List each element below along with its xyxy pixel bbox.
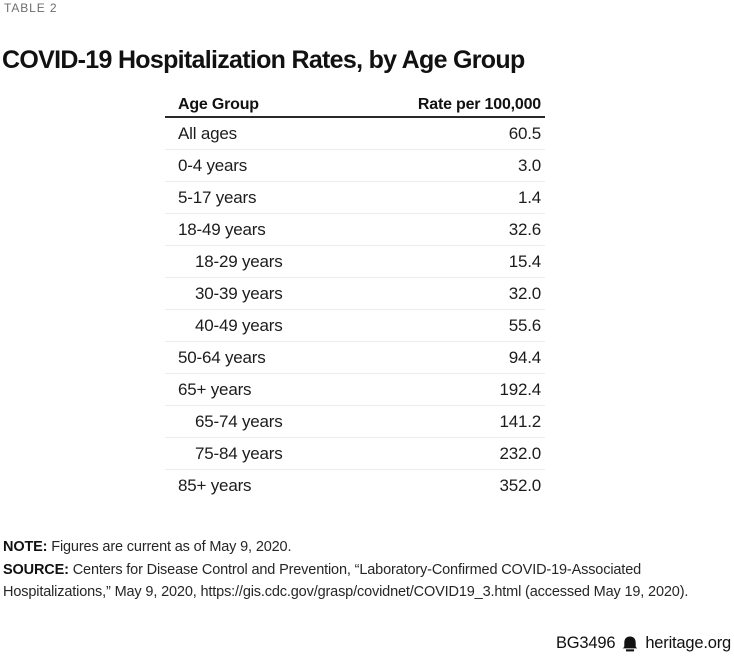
age-group-cell: 30-39 years (195, 283, 283, 303)
table-body: All ages 60.5 0-4 years 3.0 5-17 years 1.4 18-… (165, 118, 545, 501)
report-id: BG3496 (555, 634, 616, 652)
age-group-cell: 18-29 years (195, 251, 283, 271)
rate-cell: 32.0 (508, 283, 541, 303)
page-title: COVID-19 Hospitalization Rates, by Age G… (2, 45, 525, 74)
table-row: 65-74 years 141.2 (165, 406, 545, 438)
rate-cell: 32.6 (508, 219, 541, 239)
rate-cell: 15.4 (508, 251, 541, 271)
column-header-rate: Rate per 100,000 (417, 96, 541, 113)
age-group-cell: 18-49 years (178, 219, 266, 239)
rate-cell: 352.0 (499, 475, 541, 495)
note-label: NOTE: (3, 539, 48, 555)
age-group-cell: 5-17 years (178, 187, 257, 207)
age-group-cell: All ages (178, 123, 237, 143)
table-row: 85+ years 352.0 (165, 470, 545, 501)
source-text: Centers for Disease Control and Preventi… (3, 561, 689, 601)
note-text: Figures are current as of May 9, 2020. (47, 539, 292, 555)
hospitalization-rates-table: Age Group Rate per 100,000 All ages 60.5 0… (165, 88, 545, 501)
rate-cell: 232.0 (499, 443, 541, 463)
table-row: 75-84 years 232.0 (165, 438, 545, 470)
table-row: 0-4 years 3.0 (165, 150, 545, 182)
table-row: All ages 60.5 (165, 118, 545, 150)
site-name: heritage.org (645, 634, 731, 652)
rate-cell: 55.6 (508, 315, 541, 335)
rate-cell: 1.4 (517, 187, 541, 207)
liberty-bell-icon (621, 636, 639, 652)
rate-cell: 3.0 (517, 155, 541, 175)
rate-cell: 94.4 (508, 347, 541, 367)
rate-cell: 60.5 (508, 123, 541, 143)
table-row: 18-49 years 32.6 (165, 214, 545, 246)
age-group-cell: 50-64 years (178, 347, 266, 367)
note-line: NOTE: Figures are current as of May 9, 2… (3, 536, 715, 559)
table-kicker: TABLE 2 (4, 1, 58, 15)
age-group-cell: 65+ years (178, 379, 252, 399)
age-group-cell: 0-4 years (178, 155, 248, 175)
age-group-cell: 40-49 years (195, 315, 283, 335)
rate-cell: 141.2 (499, 411, 541, 431)
notes-block: NOTE: Figures are current as of May 9, 2… (3, 536, 715, 604)
rate-cell: 192.4 (499, 379, 541, 399)
table-row: 18-29 years 15.4 (165, 246, 545, 278)
table-row: 40-49 years 55.6 (165, 310, 545, 342)
table-row: 50-64 years 94.4 (165, 342, 545, 374)
source-line: SOURCE: Centers for Disease Control and … (3, 559, 715, 604)
footer: BG3496 heritage.org (556, 634, 731, 653)
table-row: 30-39 years 32.0 (165, 278, 545, 310)
table-header-row: Age Group Rate per 100,000 (165, 88, 545, 118)
age-group-cell: 85+ years (178, 475, 252, 495)
table-row: 5-17 years 1.4 (165, 182, 545, 214)
table-row: 65+ years 192.4 (165, 374, 545, 406)
age-group-cell: 65-74 years (195, 411, 283, 431)
source-label: SOURCE: (3, 561, 69, 578)
age-group-cell: 75-84 years (195, 443, 283, 463)
column-header-age-group: Age Group (178, 96, 259, 113)
